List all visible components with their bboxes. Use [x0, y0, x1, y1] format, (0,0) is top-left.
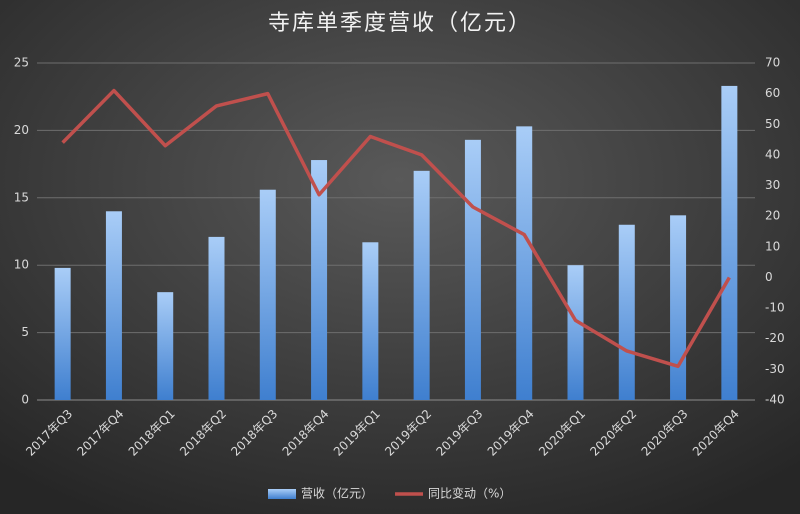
y2-tick-label: 50	[765, 117, 780, 131]
bar	[670, 215, 687, 400]
y-tick-label: 25	[14, 56, 29, 70]
y-tick-label: 20	[14, 123, 29, 137]
y2-tick-label: 0	[765, 270, 773, 284]
legend-label: 营收（亿元）	[301, 486, 373, 501]
bar	[567, 265, 584, 400]
bar	[618, 224, 635, 400]
y2-tick-label: 70	[765, 56, 780, 70]
bar	[516, 126, 533, 400]
y-tick-label: 5	[21, 325, 29, 339]
chart-title: 寺库单季度营收（亿元）	[268, 11, 532, 36]
bar	[362, 242, 379, 400]
bar	[413, 170, 430, 400]
bar	[721, 85, 738, 400]
bar	[311, 160, 328, 400]
y2-tick-label: 20	[765, 209, 780, 223]
y2-tick-label: 60	[765, 86, 780, 100]
y2-tick-label: 10	[765, 239, 780, 253]
y2-tick-label: -10	[765, 301, 785, 315]
line	[61, 88, 731, 369]
bar	[208, 236, 225, 400]
y-tick-label: 15	[14, 190, 29, 204]
bar	[105, 211, 122, 400]
y2-tick-label: 30	[765, 178, 780, 192]
bar	[54, 267, 71, 400]
bar	[157, 292, 174, 400]
bar	[259, 189, 276, 400]
y2-tick-label: -30	[765, 362, 785, 376]
legend-swatch	[268, 489, 296, 499]
bar	[464, 139, 481, 400]
y2-tick-label: -20	[765, 331, 785, 345]
y-tick-label: 10	[14, 258, 29, 272]
y2-tick-label: 40	[765, 147, 780, 161]
legend-label: 同比变动（%）	[428, 486, 511, 501]
y2-tick-label: -40	[765, 393, 785, 407]
y-tick-label: 0	[21, 393, 29, 407]
